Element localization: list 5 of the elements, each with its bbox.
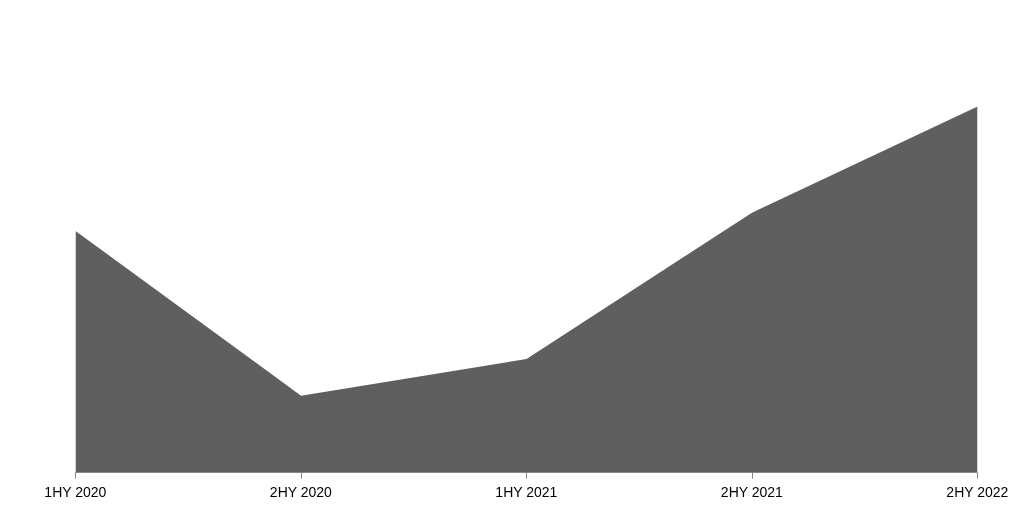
x-tick-label: 2HY 2020 <box>269 483 333 500</box>
x-tick-label: 2HY 2021 <box>720 483 784 500</box>
x-tick-label: 1HY 2021 <box>495 483 558 500</box>
x-tick-label: 2HY 2022 <box>946 483 1009 500</box>
x-tick-label: 1HY 2020 <box>44 483 107 500</box>
